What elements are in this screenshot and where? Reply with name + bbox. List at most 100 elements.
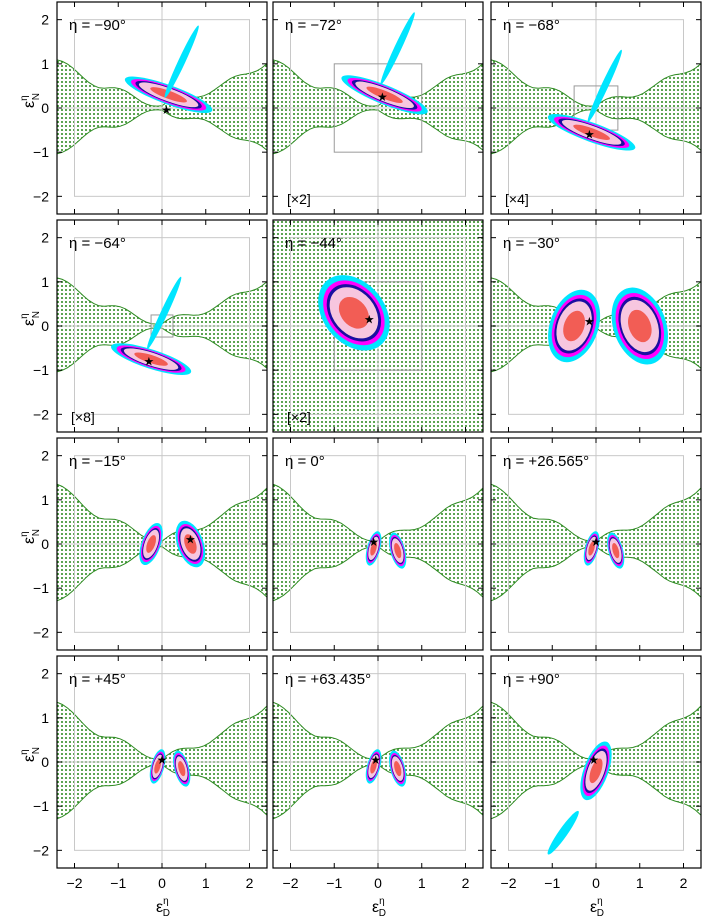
x-tick-label: −2 [283,875,299,891]
lobe-right-contour-level-5 [178,761,186,777]
y-axis-label-sup: η [19,95,30,101]
best-fit-marker: ★ [584,315,595,329]
lobe-contour-level-5 [150,87,187,103]
panel-plot-area: ★ [57,2,267,214]
panel-plot-area: ★ [273,220,483,432]
panel-plot-area: ★ [491,220,701,432]
best-fit-marker: ★ [591,535,602,549]
x-tick-label: 0 [592,875,600,891]
best-fit-marker: ★ [368,535,379,549]
x-tick-label: −1 [544,875,560,891]
eta-label: η = −64° [69,235,126,252]
best-fit-marker: ★ [370,753,381,767]
x-tick-label: 1 [636,875,644,891]
y-tick-label: 1 [41,492,49,508]
x-tick-label: 1 [202,875,210,891]
eta-label: η = −30° [503,235,560,252]
lobe-left-contour-level-5 [563,310,586,342]
eta-label: η = +45° [69,671,126,688]
y-tick-label: 1 [41,710,49,726]
panel-5: ★ η = −44° [×2] [272,219,484,433]
y-tick-label: −1 [33,362,49,378]
x-tick-label: −2 [501,875,517,891]
panel-plot-area: ★ [491,2,701,214]
panel-2: ★ η = −72° [×2] [272,1,484,215]
lobe-right-contour-level-5 [627,309,652,343]
best-fit-marker: ★ [161,103,172,117]
y-tick-label: 0 [41,536,49,552]
lobe-right-contour-level-5 [184,534,197,554]
best-fit-marker: ★ [377,90,388,104]
inset-scale-label: [×4] [505,191,529,207]
lobe-right-contour-level-5 [394,543,402,559]
x-axis-label-sup: η [597,896,603,907]
lobe-contour-level-5 [338,296,369,329]
x-tick-label: 0 [374,875,382,891]
panel-plot-area: ★ [273,656,483,868]
lobe-right-contour-level-5 [612,543,620,559]
panel-4: ★ η = −64° [×8] 2 1 0 −1 −2 εηN [19,219,268,433]
lobe-tail [164,25,199,98]
lobe-contour-level-5 [573,124,610,140]
eta-label: η = +90° [503,671,560,688]
eta-label: η = +63.435° [285,671,371,688]
y-tick-label: −1 [33,144,49,160]
panel-plot-area: ★ [57,656,267,868]
x-axis-label: εη D [372,896,386,919]
x-axis-label-sup: η [379,896,385,907]
inset-scale-label: [×2] [287,191,311,207]
y-tick-label: 1 [41,274,49,290]
x-tick-label: 2 [246,875,254,891]
y-axis-label: εηN [19,311,42,326]
lobe-left-contour-level-5 [154,759,161,774]
x-tick-label: −1 [110,875,126,891]
y-axis-label: εηN [19,93,42,108]
x-tick-label: 2 [462,875,470,891]
y-tick-label: −1 [33,580,49,596]
panel-9: ★ η = +26.565° [490,437,702,651]
y-axis-label-sub: N [31,747,42,754]
best-fit-marker: ★ [588,753,599,767]
y-tick-label: 2 [41,448,49,464]
eta-label: η = −44° [285,235,342,252]
lobe-tail [147,276,182,349]
lobe-tail [587,49,622,123]
x-axis-label-sub: D [597,908,604,919]
panel-6: ★ η = −30° [490,219,702,433]
panel-7: ★ η = −15° 2 1 0 −1 −2 εηN [19,437,268,651]
best-fit-marker: ★ [143,354,154,368]
lobe-contour-level-5 [134,352,168,366]
panel-8: ★ η = 0° [272,437,484,651]
panel-10: ★ η = +45° 2 1 0 −1 −2 εηN −2 −1 0 1 2 εη D [19,655,268,919]
y-tick-label: −2 [33,188,49,204]
y-tick-label: 0 [41,754,49,770]
panel-12: ★ η = +90° −2 −1 0 1 2 εη D [490,655,702,919]
eta-label: η = −15° [69,453,126,470]
lobe-left-contour-level-5 [588,541,595,556]
y-axis-label: εηN [19,747,42,762]
panel-plot-area: ★ [57,220,267,432]
x-axis-label-sub: D [379,908,386,919]
panel-3: ★ η = −68° [×4] [490,1,702,215]
panel-plot-area: ★ [491,656,701,868]
y-tick-label: −2 [33,406,49,422]
y-tick-label: 1 [41,56,49,72]
lobe-left-contour-level-5 [370,759,377,774]
eta-label: η = −72° [285,17,342,34]
y-axis-label-sup: η [19,313,30,319]
y-tick-label: 2 [41,230,49,246]
panel-1: ★ η = −90° 2 1 0 −1 −2 εηN [19,1,268,215]
y-axis-label: εηN [19,529,42,544]
eta-label: η = +26.565° [503,453,589,470]
panel-plot-area: ★ [57,438,267,650]
lobe-contour-level-5 [589,758,603,784]
panel-plot-area: ★ [273,438,483,650]
panel-grid: ★ η = −90° 2 1 0 −1 −2 εηN ★ η = −72° [×2] ★ η = −68… [19,1,702,919]
y-tick-label: 0 [41,100,49,116]
y-axis-label-sub: N [31,93,42,100]
eta-label: η = −90° [69,17,126,34]
inset-scale-label: [×8] [71,409,95,425]
panel-plot-area: ★ [273,2,483,214]
y-tick-label: 2 [41,666,49,682]
lobe-tail [547,810,579,855]
